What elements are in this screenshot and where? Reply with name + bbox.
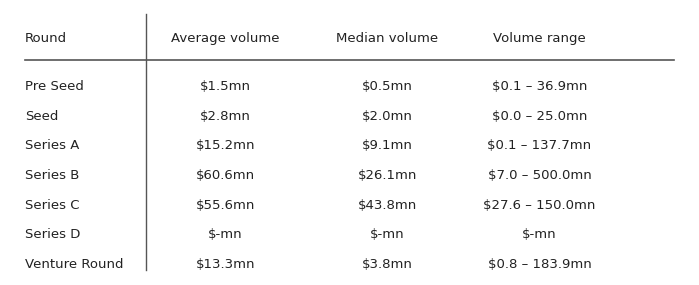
Text: $-mn: $-mn [370, 228, 405, 241]
Text: Pre Seed: Pre Seed [25, 80, 84, 93]
Text: $43.8mn: $43.8mn [358, 199, 417, 212]
Text: Series A: Series A [25, 139, 79, 152]
Text: Seed: Seed [25, 110, 58, 123]
Text: $1.5mn: $1.5mn [200, 80, 251, 93]
Text: Series C: Series C [25, 199, 80, 212]
Text: $7.0 – 500.0mn: $7.0 – 500.0mn [488, 169, 591, 182]
Text: Round: Round [25, 32, 67, 45]
Text: $-mn: $-mn [208, 228, 243, 241]
Text: Series B: Series B [25, 169, 79, 182]
Text: $15.2mn: $15.2mn [196, 139, 255, 152]
Text: $0.1 – 36.9mn: $0.1 – 36.9mn [491, 80, 587, 93]
Text: $3.8mn: $3.8mn [362, 258, 413, 271]
Text: Median volume: Median volume [336, 32, 438, 45]
Text: $-mn: $-mn [522, 228, 556, 241]
Text: Series D: Series D [25, 228, 80, 241]
Text: $9.1mn: $9.1mn [362, 139, 413, 152]
Text: $0.0 – 25.0mn: $0.0 – 25.0mn [491, 110, 587, 123]
Text: $55.6mn: $55.6mn [196, 199, 255, 212]
Text: $0.8 – 183.9mn: $0.8 – 183.9mn [488, 258, 591, 271]
Text: Volume range: Volume range [493, 32, 586, 45]
Text: $2.0mn: $2.0mn [362, 110, 413, 123]
Text: $27.6 – 150.0mn: $27.6 – 150.0mn [483, 199, 596, 212]
Text: $60.6mn: $60.6mn [196, 169, 254, 182]
Text: $13.3mn: $13.3mn [196, 258, 255, 271]
Text: $2.8mn: $2.8mn [200, 110, 251, 123]
Text: Venture Round: Venture Round [25, 258, 124, 271]
Text: $26.1mn: $26.1mn [358, 169, 417, 182]
Text: $0.1 – 137.7mn: $0.1 – 137.7mn [487, 139, 591, 152]
Text: $0.5mn: $0.5mn [362, 80, 413, 93]
Text: Average volume: Average volume [171, 32, 280, 45]
